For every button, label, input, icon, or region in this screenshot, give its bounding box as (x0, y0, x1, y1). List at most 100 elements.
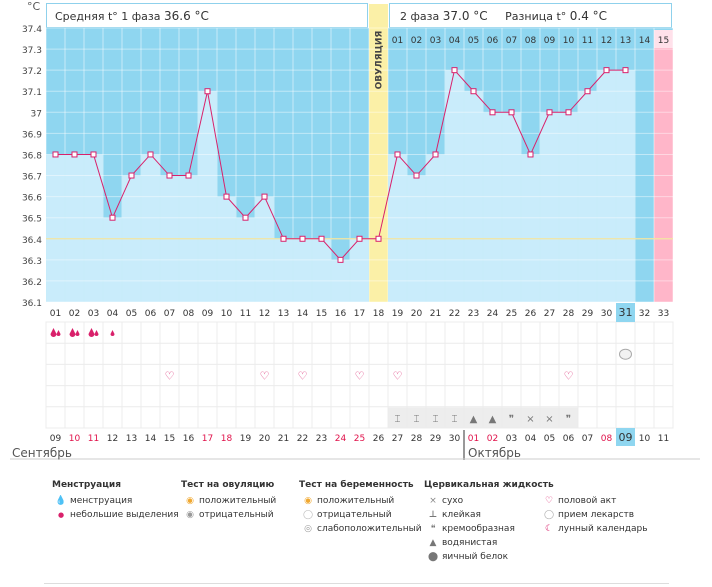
temperature-bar (464, 91, 483, 302)
menstruation-drop (88, 328, 99, 337)
cervical-cell (464, 407, 483, 428)
cycle-day-label: 30 (601, 309, 613, 319)
positive-test-icon: ◉ (186, 496, 194, 506)
temperature-point (261, 193, 268, 200)
y-tick-label: 36.8 (22, 151, 42, 161)
temperature-point (223, 193, 230, 200)
phase2-day-number: 10 (563, 36, 575, 46)
cycle-day-label: 03 (88, 309, 99, 319)
temperature-point (356, 235, 363, 242)
temperature-point (394, 151, 401, 158)
y-tick-label: 36.7 (22, 173, 42, 183)
legend-item: положительный (199, 496, 277, 506)
phase2-day-number: 14 (639, 36, 651, 46)
temperature-bar (597, 70, 616, 303)
phase2-day-number: 08 (525, 36, 537, 46)
cervical-sticky-icon: ⌶ (452, 414, 458, 425)
cycle-day-label: 01 (50, 309, 61, 319)
cycle-day-label: 22 (449, 309, 460, 319)
cycle-day-label: 25 (506, 309, 517, 319)
cycle-day-label: 23 (468, 309, 479, 319)
calendar-date-label: 15 (164, 434, 175, 444)
cycle-day-label: 16 (335, 309, 347, 319)
temperature-point (622, 67, 629, 74)
intercourse-heart-icon: ♡ (298, 369, 308, 382)
small-drop-icon: ● (57, 511, 65, 519)
calendar-date-label: 14 (145, 434, 157, 444)
cervical-cell (540, 407, 559, 428)
calendar-date-label: 12 (107, 434, 118, 444)
diff-label: Разница t° (505, 10, 567, 23)
cycle-day-label: 17 (354, 309, 365, 319)
temperature-bar (616, 70, 635, 303)
negative-test-icon: ◉ (186, 510, 194, 520)
heart-icon: ♡ (544, 496, 554, 506)
temperature-point (337, 256, 344, 263)
cervical-dry-icon: × (526, 414, 534, 425)
legend-pregnancy-test-title: Тест на беременность (299, 480, 414, 490)
cycle-day-label: 04 (107, 309, 119, 319)
cycle-day-label: 02 (69, 309, 80, 319)
calendar-date-label: 20 (259, 434, 271, 444)
calendar-date-label: 11 (658, 434, 669, 444)
calendar-date-label: 27 (392, 434, 403, 444)
calendar-date-label: 10 (639, 434, 651, 444)
legend-item: положительный (317, 496, 395, 506)
bbt-chart: 36.1 36.2 36.3 36.4 36.5 36.6 36.7 36.8 36.9 37 37… (10, 4, 700, 460)
temperature-bar (312, 238, 331, 302)
phase2-label: 2 фаза (400, 10, 440, 23)
temperature-bar (502, 112, 521, 302)
phase2-day-number: 13 (620, 36, 631, 46)
intercourse-heart-icon: ♡ (260, 369, 270, 382)
cycle-day-label: 12 (259, 309, 270, 319)
cervical-cell (426, 407, 445, 428)
temperature-bar (274, 238, 293, 302)
temperature-bar (445, 70, 464, 303)
calendar-date-label: 04 (525, 434, 537, 444)
temperature-point (90, 151, 97, 158)
temperature-point (280, 235, 287, 242)
cycle-day-highlight (616, 303, 635, 322)
temperature-bar (65, 154, 84, 302)
cycle-day-label: 26 (525, 309, 537, 319)
temperature-bar (388, 154, 407, 302)
legend-item: отрицательный (199, 510, 274, 520)
temperature-point (432, 151, 439, 158)
calendar-date-label: 26 (373, 434, 385, 444)
legend-item: слабоположительный (317, 524, 422, 534)
sticky-icon: ⊥ (428, 510, 438, 520)
cycle-day-label: 21 (430, 309, 441, 319)
phase2-day15-column (654, 48, 673, 302)
calendar-date-label: 28 (411, 434, 423, 444)
phase2-day-number: 05 (468, 36, 479, 46)
temperature-bar (84, 154, 103, 302)
legend-item: клейкая (442, 510, 481, 520)
calendar-date-label: 17 (202, 434, 213, 444)
legend-menstruation-title: Менструация (52, 480, 121, 490)
temperature-bar (559, 112, 578, 302)
phase2-day-number: 04 (449, 36, 461, 46)
temperature-point (565, 109, 572, 116)
y-tick-label: 36.3 (22, 257, 42, 267)
temperature-bar (217, 196, 236, 302)
intercourse-heart-icon: ♡ (393, 369, 403, 382)
calendar-date-label: 25 (354, 434, 365, 444)
legend-item: менструация (70, 496, 133, 506)
cycle-day-label: 07 (164, 309, 175, 319)
calendar-date-label: 03 (506, 434, 517, 444)
y-tick-label: 37 (31, 109, 42, 119)
calendar-date-label: 24 (335, 434, 347, 444)
calendar-date-label: 18 (221, 434, 233, 444)
phase2-day15-header (654, 30, 673, 48)
cervical-cell (445, 407, 464, 428)
cervical-creamy-icon: ❞ (566, 414, 571, 425)
calendar-date-label: 09 (50, 434, 62, 444)
cycle-day-label: 08 (183, 309, 195, 319)
legend-item: водянистая (442, 538, 498, 548)
phase2-day-number: 11 (582, 36, 593, 46)
intercourse-heart-icon: ♡ (355, 369, 365, 382)
temperature-point (375, 235, 382, 242)
calendar-date-label: 10 (69, 434, 81, 444)
temperature-bar (426, 154, 445, 302)
calendar-date-label: 22 (297, 434, 308, 444)
